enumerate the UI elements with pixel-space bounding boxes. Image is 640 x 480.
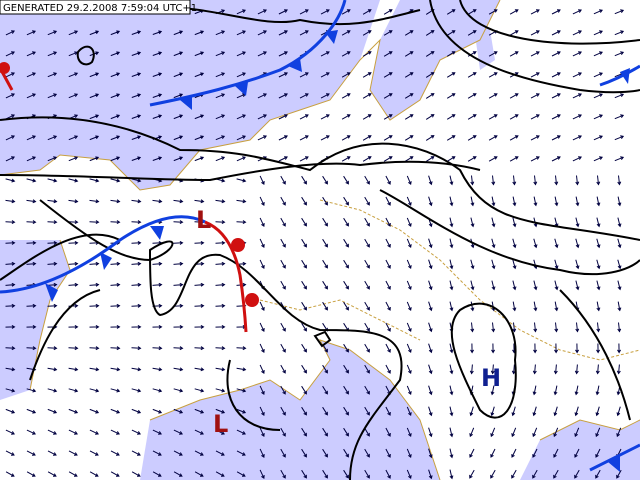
- low-label: L: [213, 410, 228, 438]
- warm-front: [0, 62, 259, 333]
- low-label: L: [196, 206, 211, 234]
- header-box: [0, 0, 191, 15]
- high-label: H: [481, 364, 501, 392]
- generated-stamp: GENERATED 29.2.2008 7:59:04 UTC+1: [3, 3, 197, 14]
